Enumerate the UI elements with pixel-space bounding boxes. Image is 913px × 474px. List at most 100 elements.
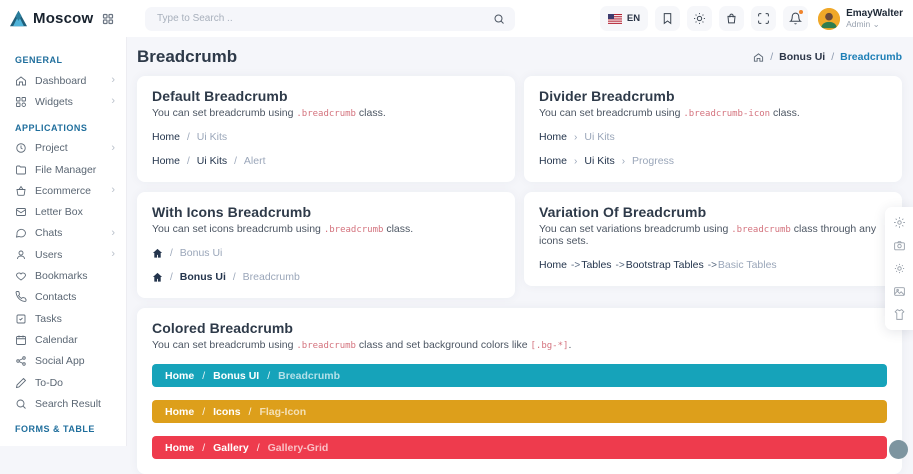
- sidebar-item-tasks[interactable]: Tasks: [15, 308, 126, 329]
- main-content: Breadcrumb / Bonus Ui / Breadcrumb Defau…: [127, 37, 913, 474]
- user-icon: [15, 249, 27, 261]
- top-navbar: Moscow EN: [0, 0, 913, 37]
- breadcrumb-link[interactable]: Home: [152, 155, 181, 167]
- image-icon[interactable]: [893, 285, 906, 298]
- breadcrumb-link[interactable]: Ui Kits: [196, 155, 228, 167]
- breadcrumb-link[interactable]: Bonus Ui: [179, 271, 226, 283]
- camera-icon[interactable]: [893, 239, 906, 252]
- sidebar-item-users[interactable]: Users ›: [15, 244, 126, 265]
- chevron-right-icon: ›: [111, 95, 115, 108]
- basket-icon: [15, 185, 27, 197]
- card-title: Default Breadcrumb: [152, 88, 288, 104]
- breadcrumb-active: Breadcrumb: [278, 369, 340, 382]
- sidebar-section-applications: APPLICATIONS: [15, 122, 88, 133]
- user-role: Admin ⌄: [846, 19, 880, 29]
- notification-dot: [799, 10, 804, 14]
- breadcrumb-item[interactable]: Bonus Ui: [779, 51, 826, 63]
- breadcrumb-link[interactable]: Home: [539, 131, 568, 143]
- home-icon[interactable]: [152, 248, 163, 259]
- breadcrumb-example: / Bonus Ui / Breadcrumb: [152, 271, 500, 283]
- breadcrumb-link[interactable]: Bootstrap Tables: [625, 259, 704, 271]
- page-title: Breadcrumb: [137, 47, 238, 66]
- breadcrumb-link[interactable]: Home: [539, 259, 568, 271]
- search-icon[interactable]: [493, 13, 505, 25]
- card-colored-breadcrumb: Colored Breadcrumb You can set breadcrum…: [137, 308, 902, 474]
- pen-icon: [15, 377, 27, 389]
- brand-logo[interactable]: Moscow: [9, 10, 93, 27]
- sidebar-item-chats[interactable]: Chats ›: [15, 223, 126, 244]
- breadcrumb-link[interactable]: Bonus UI: [213, 369, 260, 382]
- tshirt-icon[interactable]: [893, 308, 906, 321]
- breadcrumb-link[interactable]: Home: [152, 131, 181, 143]
- brand-name: Moscow: [33, 10, 94, 27]
- notifications-button[interactable]: [783, 6, 809, 31]
- sidebar-toggle-grid-icon[interactable]: [102, 13, 114, 25]
- breadcrumb-link[interactable]: Icons: [213, 405, 241, 418]
- card-description: You can set breadcrumb using .breadcrumb…: [152, 339, 572, 351]
- breadcrumb-bar-warning: Home / Icons / Flag-Icon: [152, 400, 887, 423]
- sidebar-item-ecommerce[interactable]: Ecommerce ›: [15, 180, 126, 201]
- sidebar-item-social-app[interactable]: Social App: [15, 351, 126, 372]
- sidebar-item-bookmarks[interactable]: Bookmarks: [15, 265, 126, 286]
- user-menu[interactable]: EmayWalter Admin ⌄: [818, 7, 903, 30]
- folder-icon: [15, 164, 27, 176]
- sidebar-item-contacts[interactable]: Contacts: [15, 287, 126, 308]
- sidebar-item-letter-box[interactable]: Letter Box: [15, 201, 126, 222]
- breadcrumb-link[interactable]: Ui Kits: [584, 155, 615, 167]
- card-variation-breadcrumb: Variation Of Breadcrumb You can set vari…: [524, 192, 902, 286]
- sidebar-section-general: GENERAL: [15, 55, 63, 65]
- card-description: You can set variations breadcrumb using …: [539, 223, 877, 247]
- phone-icon: [15, 291, 27, 303]
- home-icon[interactable]: [753, 52, 764, 63]
- language-label: EN: [626, 13, 641, 24]
- options-gear-icon[interactable]: [893, 262, 906, 275]
- theme-mode-button[interactable]: [687, 6, 713, 31]
- breadcrumb-active: Progress: [632, 155, 675, 167]
- breadcrumb-example: Home -> Tables -> Bootstrap Tables -> Ba…: [539, 259, 777, 271]
- card-title: With Icons Breadcrumb: [152, 204, 312, 220]
- breadcrumb-link[interactable]: Home: [165, 405, 195, 418]
- sidebar-item-search-result[interactable]: Search Result: [15, 393, 126, 414]
- scroll-to-top-button[interactable]: [889, 440, 908, 459]
- breadcrumb-link[interactable]: Home: [165, 441, 195, 454]
- breadcrumb-bar-danger: Home / Gallery / Gallery-Grid: [152, 436, 887, 459]
- calendar-icon: [15, 334, 27, 346]
- breadcrumb-bar-info: Home / Bonus UI / Breadcrumb: [152, 364, 887, 387]
- breadcrumb: / Bonus Ui / Breadcrumb: [753, 51, 902, 63]
- card-description: You can set breadcrumb using .breadcrumb…: [539, 107, 800, 119]
- settings-gear-icon[interactable]: [893, 216, 906, 229]
- fullscreen-button[interactable]: [751, 6, 777, 31]
- chevron-right-icon: ›: [111, 141, 115, 154]
- share-icon: [15, 355, 27, 367]
- bell-icon: [789, 12, 803, 25]
- breadcrumb-example: Home / Ui Kits / Alert: [152, 155, 266, 167]
- home-icon[interactable]: [152, 272, 163, 283]
- card-title: Divider Breadcrumb: [539, 88, 675, 104]
- breadcrumb-active: Breadcrumb: [840, 51, 902, 63]
- sidebar-item-to-do[interactable]: To-Do: [15, 372, 126, 393]
- chevron-right-icon: ›: [111, 184, 115, 197]
- card-with-icons-breadcrumb: With Icons Breadcrumb You can set icons …: [137, 192, 515, 298]
- breadcrumb-active: Bonus Ui: [179, 247, 223, 259]
- sidebar-item-file-manager[interactable]: File Manager: [15, 159, 126, 180]
- breadcrumb-link[interactable]: Home: [539, 155, 568, 167]
- bookmark-button[interactable]: [655, 6, 681, 31]
- breadcrumb-active: Flag-Icon: [259, 405, 307, 418]
- breadcrumb-link[interactable]: Home: [165, 369, 195, 382]
- page-header: Breadcrumb / Bonus Ui / Breadcrumb: [137, 43, 902, 71]
- language-selector[interactable]: EN: [599, 6, 649, 31]
- breadcrumb-link[interactable]: Tables: [581, 259, 612, 271]
- shopping-bag-icon: [725, 12, 738, 25]
- sidebar-item-dashboard[interactable]: Dashboard ›: [15, 70, 126, 91]
- chevron-right-icon: ›: [111, 226, 115, 239]
- search-input[interactable]: [155, 12, 475, 25]
- sidebar-item-widgets[interactable]: Widgets ›: [15, 91, 126, 112]
- sidebar-item-calendar[interactable]: Calendar: [15, 329, 126, 350]
- cart-button[interactable]: [719, 6, 745, 31]
- sidebar-section-forms-table: FORMS & TABLE: [15, 424, 95, 435]
- breadcrumb-active: Ui Kits: [584, 131, 615, 143]
- sidebar-item-project[interactable]: Project ›: [15, 138, 126, 159]
- chat-icon: [15, 227, 27, 239]
- card-title: Colored Breadcrumb: [152, 320, 294, 336]
- breadcrumb-link[interactable]: Gallery: [213, 441, 249, 454]
